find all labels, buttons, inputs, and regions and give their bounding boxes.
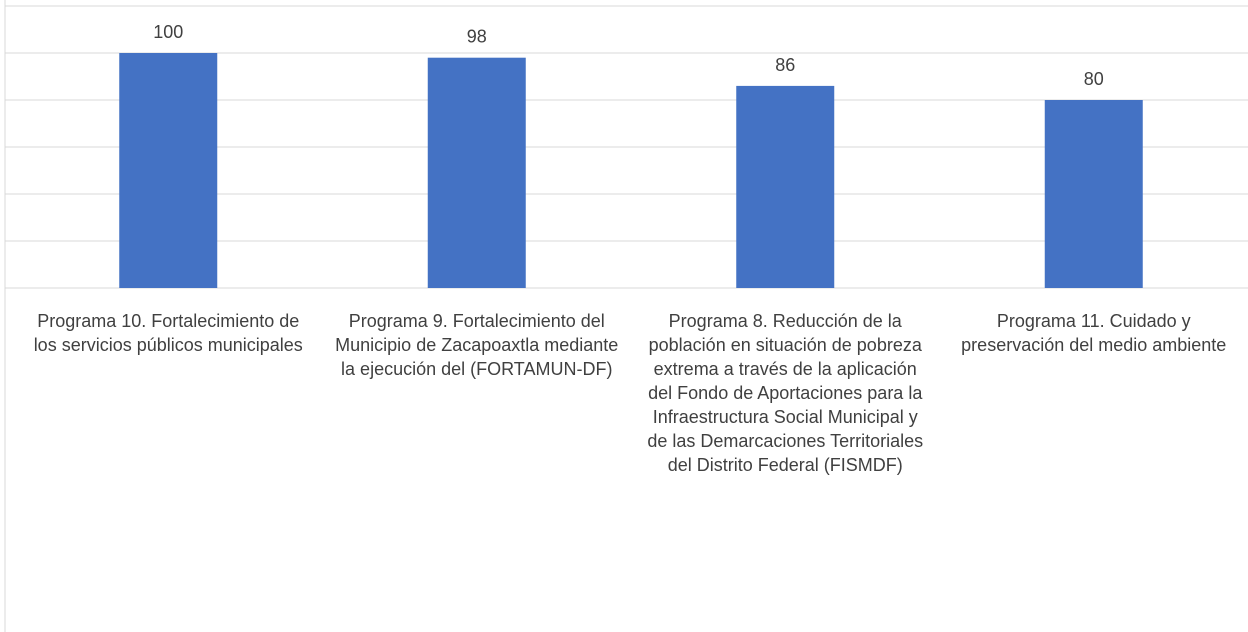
x-tick-label: Programa 10. Fortalecimiento de los serv… [33,311,303,355]
x-tick-label: Programa 11. Cuidado y preservación del … [961,311,1227,355]
bar [736,85,835,289]
data-label: 80 [1084,69,1104,89]
bar [427,57,526,289]
bar [119,53,218,288]
x-tick-label: Programa 8. Reducción de la población en… [647,311,924,475]
data-label: 100 [153,22,183,42]
bar [1044,100,1143,288]
data-label: 86 [775,55,795,75]
data-label: 98 [467,27,487,47]
x-tick-label: Programa 9. Fortalecimiento del Municipi… [335,311,619,379]
